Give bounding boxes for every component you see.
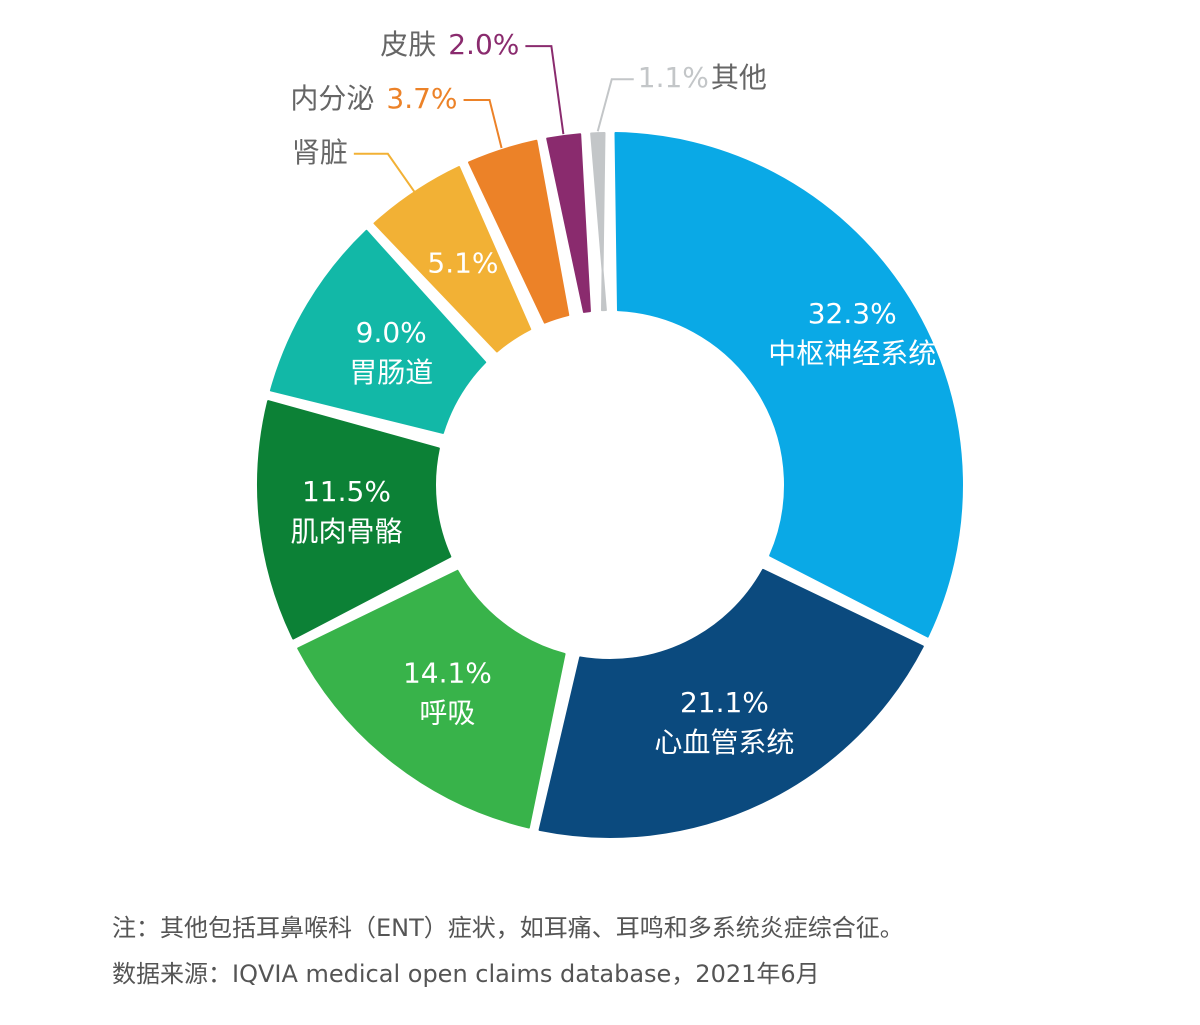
slice-0-wedge: [614, 132, 963, 638]
slice-4-wedge: [269, 229, 487, 434]
slice-2-value-label: 14.1%: [403, 656, 492, 689]
slice-0-value-label: 32.3%: [808, 297, 897, 330]
slice-3-category-label: 肌肉骨骼: [290, 515, 402, 548]
slice-2-category-label: 呼吸: [419, 696, 475, 729]
footnotes: 注：其他包括耳鼻喉科（ENT）症状，如耳痛、耳鸣和多系统炎症综合征。 数据来源：…: [112, 905, 1172, 997]
slice-5-value-label: 5.1%: [427, 247, 498, 280]
slice-7-value-label: 2.0%: [448, 28, 519, 61]
slice-4-category-label: 胃肠道: [349, 356, 433, 389]
slice-6-value-label: 3.7%: [386, 82, 457, 115]
slice-5-wedge: [373, 166, 532, 353]
slice-1-value-label: 21.1%: [680, 686, 769, 719]
slice-8-category-label: 其他: [711, 61, 767, 94]
slice-labels: 32.3% 中枢神经系统 21.1% 心血管系统 14.1% 呼吸 11.5% 肌肉骨骼 9.0…: [290, 28, 936, 759]
slice-5-category-label: 肾脏: [292, 136, 348, 169]
slice-7-wedge: [546, 133, 591, 313]
slice-5-leader-line: [353, 152, 417, 195]
slice-6-wedge: [468, 139, 570, 324]
source-text: 数据来源：IQVIA medical open claims database，…: [112, 960, 820, 988]
slice-7-category-label: 皮肤: [380, 28, 436, 61]
slice-7-leader-line: [525, 45, 565, 135]
slice-3-wedge: [257, 400, 452, 640]
slice-8-wedge: [590, 132, 607, 312]
donut-chart: 32.3% 中枢神经系统 21.1% 心血管系统 14.1% 呼吸 11.5% 肌肉骨骼 9.0…: [257, 28, 963, 838]
slice-6-category-label: 内分泌: [290, 82, 374, 115]
slice-2-wedge: [297, 569, 566, 829]
note-text: 注：其他包括耳鼻喉科（ENT）症状，如耳痛、耳鸣和多系统炎症综合征。: [112, 914, 904, 942]
slice-3-value-label: 11.5%: [302, 475, 391, 508]
slice-0-category-label: 中枢神经系统: [768, 337, 936, 370]
donut-slices: [257, 132, 963, 838]
slice-8-leader-line: [596, 78, 634, 132]
slice-6-leader-line: [463, 99, 503, 149]
slice-1-category-label: 心血管系统: [654, 726, 794, 759]
slice-4-value-label: 9.0%: [356, 316, 427, 349]
slice-1-wedge: [538, 568, 924, 838]
slice-8-value-label: 1.1%: [638, 61, 709, 94]
